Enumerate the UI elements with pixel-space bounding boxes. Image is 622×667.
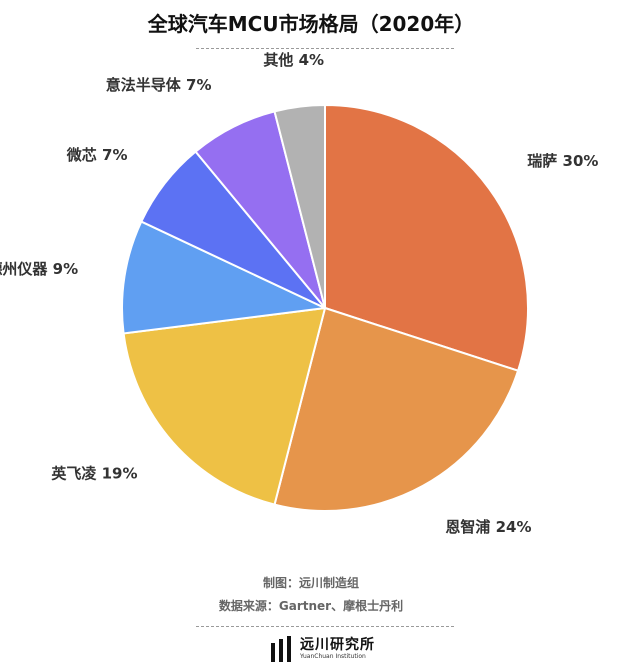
credit-source: 数据来源：Gartner、摩根士丹利 (218, 599, 404, 613)
pie-slice-3 (121, 220, 329, 335)
pie-label-2: 英飞凌 19% (51, 464, 137, 482)
pie-label-0: 瑞萨 30% (527, 152, 598, 170)
yuanchuan-logo-icon (271, 636, 291, 662)
top-divider (196, 48, 454, 49)
logo-name-cn: 远川研究所 (300, 637, 375, 653)
pie-label-3: 德州仪器 9% (0, 260, 78, 278)
credit-made-by: 制图：远川制造组 (262, 576, 359, 590)
logo-name-en: YuanChuan Institution (300, 653, 366, 660)
pie-slice-0 (324, 103, 529, 372)
pie-slice-2 (122, 306, 327, 506)
chart-title: 全球汽车MCU市场格局（2020年） (147, 12, 475, 36)
pie-slice-1 (273, 306, 520, 512)
pie-label-5: 意法半导体 7% (106, 76, 212, 94)
logo: 远川研究所 YuanChuan Institution (270, 634, 375, 664)
pie-slices (121, 103, 529, 512)
bottom-divider (196, 626, 454, 627)
pie-label-4: 微芯 7% (66, 146, 128, 164)
pie-slice-6 (273, 103, 326, 309)
pie-labels: 瑞萨 30% 恩智浦 24% 英飞凌 19% 德州仪器 9% 微芯 7% 意法半导体 7%… (0, 51, 598, 536)
pie-label-6: 其他 4% (263, 51, 324, 69)
pie-label-1: 恩智浦 24% (445, 518, 531, 536)
